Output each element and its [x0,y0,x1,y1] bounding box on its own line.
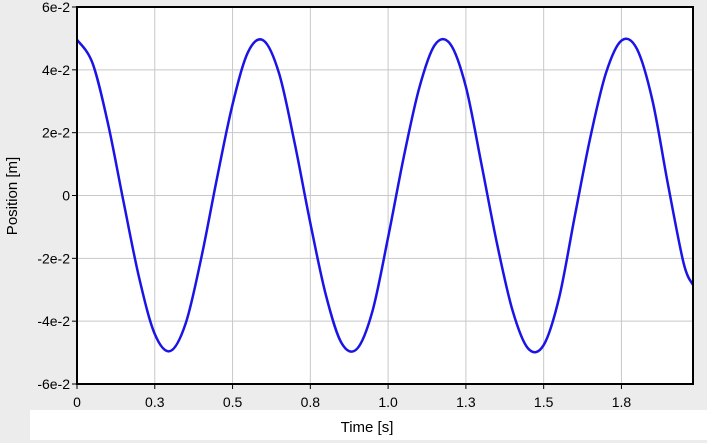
x-tick-label: 0.3 [145,394,165,410]
x-axis-ticks: 0 0.3 0.5 0.8 1.0 1.3 1.5 1.8 [73,384,631,410]
x-tick-label: 1.3 [456,394,476,410]
x-tick-label: 0.8 [301,394,321,410]
y-tick-label: -2e-2 [37,250,70,266]
y-tick-label: -6e-2 [37,376,70,392]
y-axis-title: Position [m] [4,157,21,235]
y-tick-label: 4e-2 [42,62,70,78]
y-tick-label: 0 [62,188,70,204]
x-tick-label: 1.5 [534,394,554,410]
y-tick-label: 2e-2 [42,125,70,141]
x-tick-label: 0 [73,394,81,410]
position-series-line [75,37,695,354]
x-axis-title: Time [s] [341,419,394,436]
series-layer [75,37,695,354]
x-tick-label: 1.0 [378,394,398,410]
y-tick-label: 6e-2 [42,0,70,15]
x-tick-label: 0.5 [223,394,243,410]
x-tick-label: 1.8 [612,394,632,410]
y-tick-label: -4e-2 [37,313,70,329]
x-axis-label-background [30,410,707,440]
y-axis-ticks: 6e-2 4e-2 2e-2 0 -2e-2 -4e-2 -6e-2 [37,0,77,392]
